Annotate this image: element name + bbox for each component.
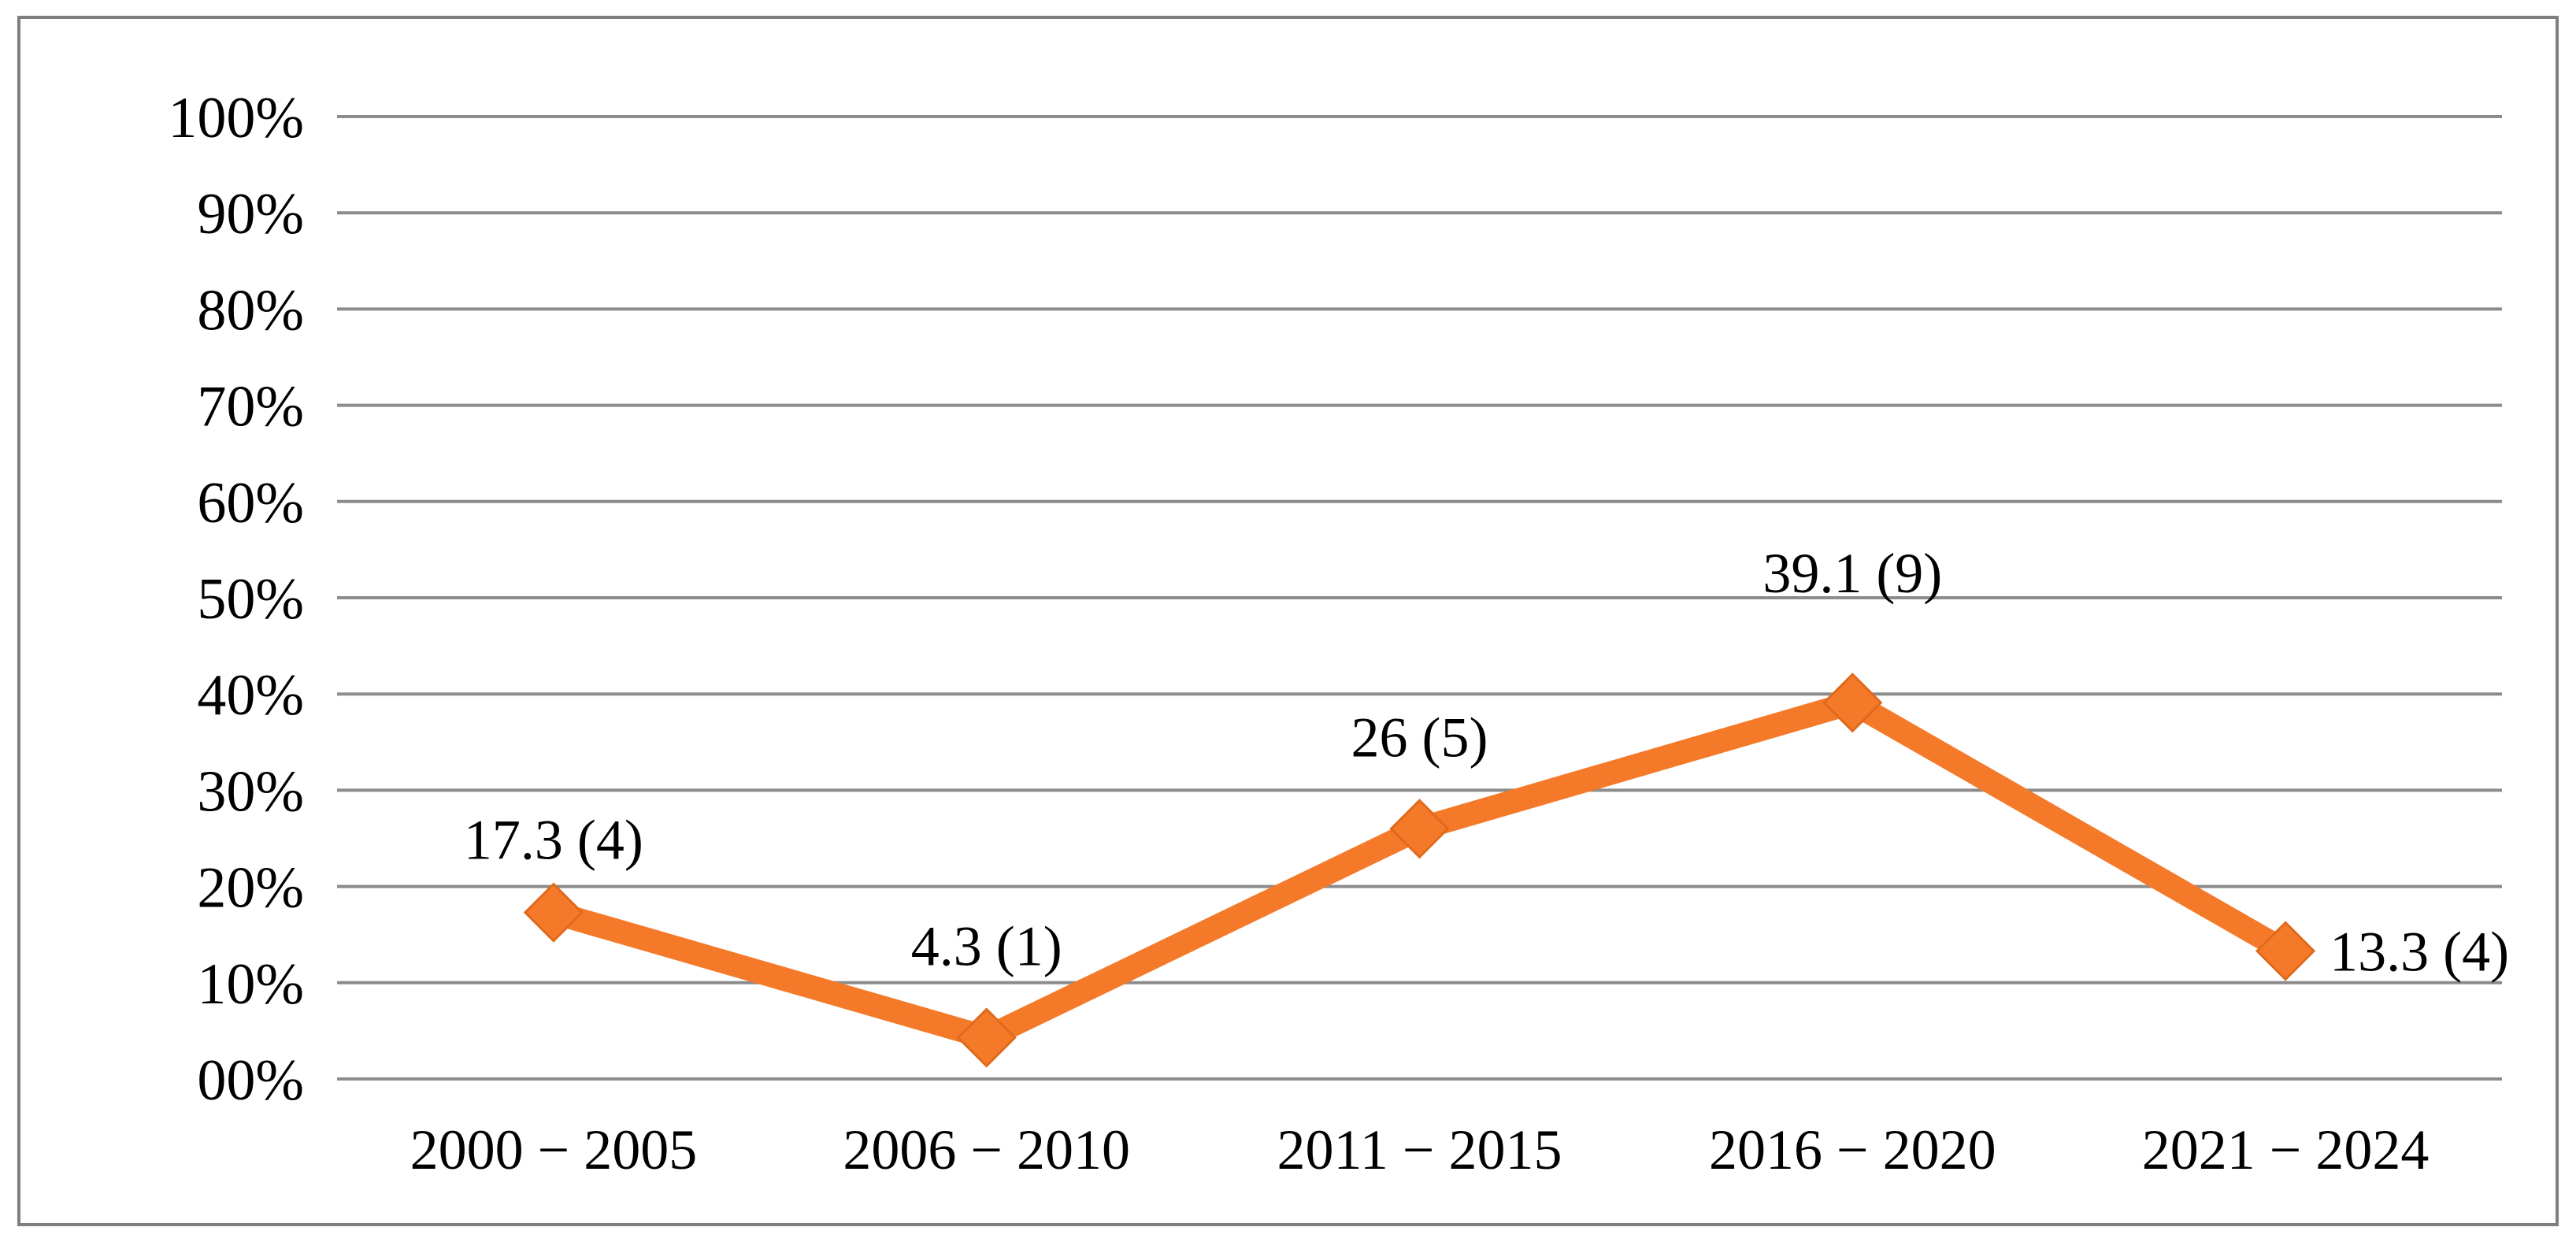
y-tick-label: 30% (197, 759, 304, 824)
data-label: 17.3 (4) (464, 809, 643, 872)
x-category-label: 2000 − 2005 (410, 1118, 698, 1181)
x-category-label: 2006 − 2010 (843, 1118, 1130, 1181)
y-tick-label: 00% (197, 1048, 304, 1113)
data-point-marker (956, 1007, 1017, 1068)
data-point-marker (2255, 921, 2316, 981)
line-chart: 00% 10% 20% 30% 40% 50% 60% 70% 80% 90% 100% 2000 … (168, 86, 2509, 1181)
data-label: 13.3 (4) (2330, 920, 2509, 983)
x-category-label: 2011 − 2015 (1277, 1118, 1562, 1181)
data-label: 39.1 (9) (1762, 542, 1942, 605)
x-category-label: 2021 − 2024 (2142, 1118, 2430, 1181)
data-point-marker (1822, 673, 1883, 733)
chart-frame: 00% 10% 20% 30% 40% 50% 60% 70% 80% 90% 100% 2000 … (17, 16, 2559, 1226)
y-axis-tick-labels: 00% 10% 20% 30% 40% 50% 60% 70% 80% 90% 100% (168, 86, 304, 1113)
y-tick-label: 90% (197, 182, 304, 247)
data-point-marker (1389, 799, 1450, 859)
gridlines (337, 115, 2502, 1081)
x-axis-category-labels: 2000 − 2005 2006 − 2010 2011 − 2015 2016 − … (410, 1118, 2430, 1181)
data-point-marker (523, 882, 584, 943)
y-tick-label: 50% (197, 567, 304, 632)
y-tick-label: 80% (197, 278, 304, 343)
y-tick-label: 100% (168, 86, 304, 150)
y-tick-label: 10% (197, 952, 304, 1017)
series-markers (523, 673, 2316, 1068)
y-tick-label: 60% (197, 471, 304, 536)
data-label: 26 (5) (1351, 706, 1488, 769)
x-category-label: 2016 − 2020 (1709, 1118, 1996, 1181)
data-labels: 17.3 (4) 4.3 (1) 26 (5) 39.1 (9) 13.3 (4) (464, 542, 2509, 983)
y-tick-label: 70% (197, 375, 304, 439)
y-tick-label: 20% (197, 856, 304, 921)
y-tick-label: 40% (197, 663, 304, 728)
data-label: 4.3 (1) (911, 914, 1062, 977)
